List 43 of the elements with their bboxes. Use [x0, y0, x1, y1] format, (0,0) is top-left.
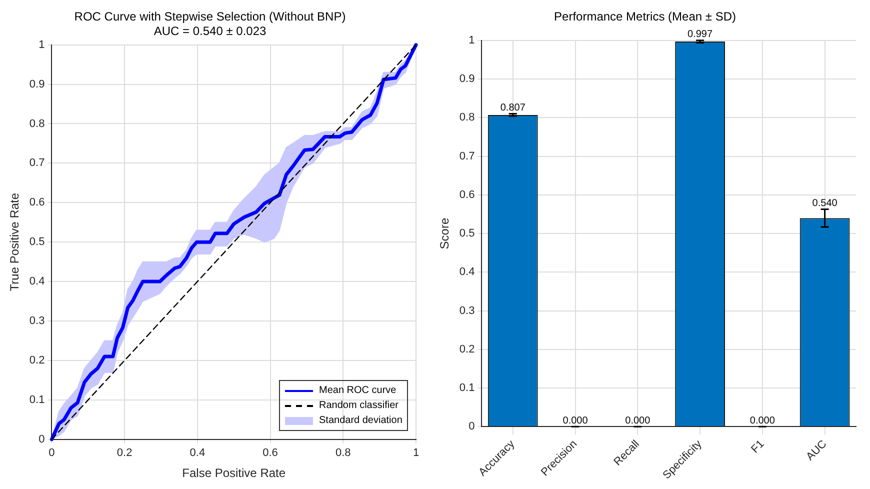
- data-label: 0.000: [562, 415, 588, 426]
- y-tick-label: 1: [38, 38, 45, 51]
- x-tick-label: 0.4: [190, 447, 206, 460]
- data-label: 0.807: [500, 102, 526, 114]
- y-tick-label: 0.8: [29, 118, 45, 130]
- y-tick-label: 0.8: [459, 112, 475, 124]
- chart-title: ROC Curve with Stepwise Selection (Without BNP): [74, 10, 346, 24]
- y-tick-label: 0.1: [459, 382, 475, 394]
- x-tick-label: 0: [48, 447, 55, 460]
- y-axis-title: Score: [438, 218, 452, 250]
- y-tick-label: 0.7: [459, 150, 475, 162]
- y-tick-label: 0.7: [29, 157, 45, 170]
- x-tick-label: 0.2: [116, 447, 132, 460]
- data-label: 0.540: [812, 198, 838, 209]
- x-tick-label: 1: [412, 447, 420, 460]
- data-label: 0.000: [750, 415, 776, 426]
- y-tick-label: 1: [468, 34, 475, 46]
- y-tick-label: 0: [468, 420, 475, 433]
- y-tick-label: 0.4: [29, 276, 45, 288]
- y-tick-label: 0.6: [459, 188, 475, 201]
- y-tick-label: 0.2: [29, 354, 45, 367]
- x-tick-label: 0.6: [262, 447, 278, 460]
- legend-label: Random classifier: [319, 400, 398, 412]
- x-axis-title: False Positive Rate: [182, 466, 286, 480]
- y-tick-label: 0.1: [29, 394, 45, 406]
- y-tick-label: 0.2: [459, 343, 475, 356]
- y-tick-label: 0.6: [29, 196, 45, 209]
- y-tick-label: 0.4: [459, 266, 475, 278]
- y-tick-label: 0.3: [459, 304, 475, 317]
- x-tick-label: F1: [749, 438, 767, 456]
- chart-title: Performance Metrics (Mean ± SD): [554, 10, 736, 24]
- y-tick-label: 0.3: [29, 315, 45, 328]
- chart-subtitle: AUC = 0.540 ± 0.023: [154, 24, 266, 38]
- legend-label: Mean ROC curve: [319, 385, 396, 396]
- y-tick-label: 0.9: [459, 73, 475, 86]
- y-tick-label: 0.5: [29, 236, 45, 248]
- y-axis-title: True Positive Rate: [8, 192, 22, 292]
- y-tick-label: 0.5: [459, 228, 475, 240]
- data-label: 0.000: [625, 415, 651, 426]
- annotation: Standard deviation: [319, 415, 402, 426]
- data-label: 0.997: [688, 29, 713, 40]
- x-tick-label: 0.8: [335, 447, 351, 460]
- y-tick-label: 0.9: [29, 78, 45, 90]
